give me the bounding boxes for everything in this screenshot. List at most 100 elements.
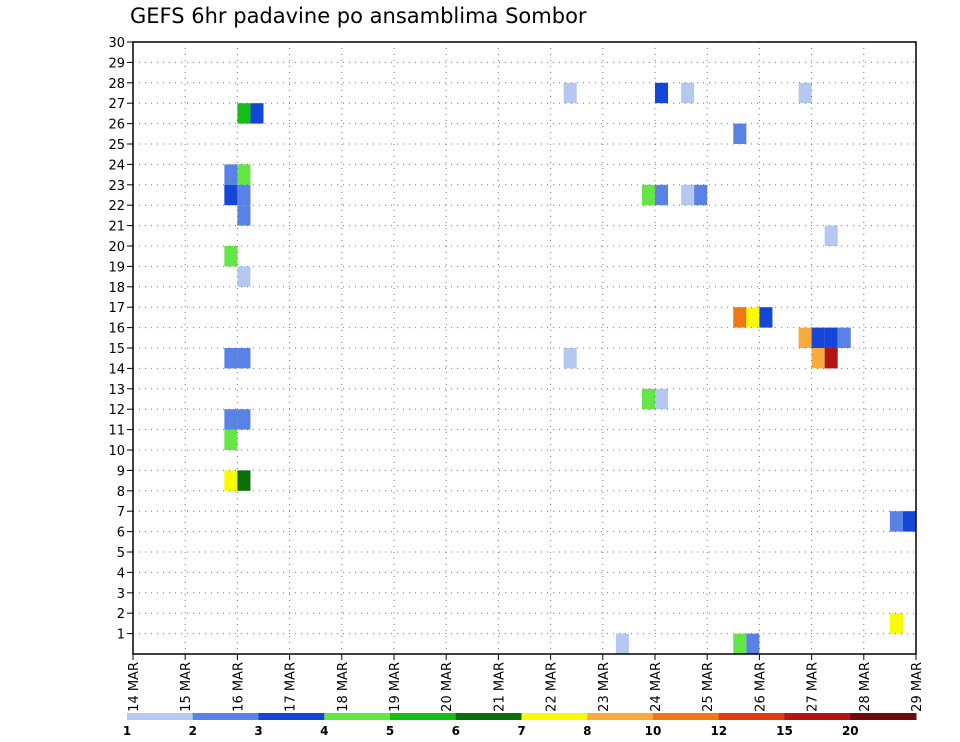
x-tick-label: 28 MAR bbox=[858, 662, 873, 712]
y-tick-label: 30 bbox=[108, 36, 125, 51]
data-cell bbox=[746, 633, 760, 654]
y-tick-label: 14 bbox=[108, 362, 125, 377]
y-tick-label: 28 bbox=[108, 77, 125, 92]
data-cell bbox=[237, 205, 251, 226]
data-cell bbox=[733, 633, 747, 654]
data-cell bbox=[759, 307, 773, 328]
colorbar-swatch bbox=[521, 713, 588, 720]
colorbar-swatch bbox=[192, 713, 259, 720]
data-cell bbox=[798, 327, 812, 348]
y-tick-label: 12 bbox=[108, 403, 125, 418]
colorbar-swatch bbox=[258, 713, 325, 720]
data-cell bbox=[615, 633, 629, 654]
x-tick-label: 18 MAR bbox=[336, 662, 351, 712]
colorbar-label: 12 bbox=[710, 724, 727, 738]
chart-title: GEFS 6hr padavine po ansamblima Sombor bbox=[130, 4, 587, 28]
data-cell bbox=[237, 184, 251, 206]
x-tick-label: 25 MAR bbox=[701, 662, 716, 712]
data-cell bbox=[237, 164, 251, 185]
data-cell bbox=[224, 429, 238, 450]
data-cell bbox=[224, 164, 238, 185]
data-cell bbox=[237, 103, 251, 124]
colorbar-swatch bbox=[653, 713, 720, 720]
data-cell bbox=[224, 470, 238, 491]
ticks-layer bbox=[127, 41, 917, 660]
colorbar-swatch bbox=[850, 713, 917, 720]
y-tick-label: 25 bbox=[108, 138, 125, 153]
y-tick-label: 18 bbox=[108, 281, 125, 296]
x-tick-label: 15 MAR bbox=[179, 662, 194, 712]
data-cell bbox=[237, 470, 251, 491]
y-tick-labels: 1234567891011121314151617181920212223242… bbox=[108, 36, 125, 643]
data-cell bbox=[902, 511, 916, 532]
colorbar-label: 2 bbox=[189, 724, 197, 738]
colorbar-swatch bbox=[718, 713, 785, 720]
x-tick-labels: 14 MAR 15 MAR 16 MAR 17 MAR 18 MAR 19 MAR 20 M… bbox=[127, 662, 925, 712]
data-cell bbox=[889, 613, 903, 634]
x-tick-label: 22 MAR bbox=[545, 662, 560, 712]
colorbar-swatch bbox=[587, 713, 654, 720]
data-cell bbox=[811, 348, 825, 369]
data-cell bbox=[224, 184, 238, 206]
colorbar-label: 3 bbox=[254, 724, 262, 738]
data-cell bbox=[237, 409, 251, 430]
data-cell bbox=[563, 348, 577, 369]
data-cell bbox=[824, 327, 838, 348]
data-cell bbox=[733, 123, 747, 144]
data-cell bbox=[798, 82, 812, 104]
y-tick-label: 22 bbox=[108, 199, 125, 214]
data-cell bbox=[250, 103, 264, 124]
colorbar-label: 1 bbox=[123, 724, 131, 738]
y-tick-label: 16 bbox=[108, 322, 125, 337]
grid-layer bbox=[133, 42, 916, 654]
x-tick-label: 27 MAR bbox=[806, 662, 821, 712]
data-cell bbox=[224, 409, 238, 430]
y-tick-label: 21 bbox=[108, 220, 125, 235]
y-tick-label: 9 bbox=[117, 464, 125, 479]
data-cell bbox=[655, 82, 669, 104]
y-tick-label: 4 bbox=[117, 566, 125, 581]
colorbar-swatch bbox=[784, 713, 851, 720]
y-tick-label: 3 bbox=[117, 587, 125, 602]
y-tick-label: 20 bbox=[108, 240, 125, 255]
x-tick-label: 14 MAR bbox=[127, 662, 142, 712]
x-tick-label: 21 MAR bbox=[492, 662, 507, 712]
y-tick-label: 2 bbox=[117, 607, 125, 622]
data-cell bbox=[655, 388, 669, 410]
y-tick-label: 8 bbox=[117, 485, 125, 500]
colorbar-label: 5 bbox=[386, 724, 394, 738]
y-tick-label: 7 bbox=[117, 505, 125, 520]
colorbar-swatch bbox=[455, 713, 522, 720]
colorbar-label: 10 bbox=[645, 724, 662, 738]
colorbar-label: 6 bbox=[452, 724, 460, 738]
data-cell bbox=[224, 348, 238, 369]
data-cell bbox=[733, 307, 747, 328]
data-cell bbox=[824, 348, 838, 369]
y-tick-label: 1 bbox=[117, 628, 125, 643]
data-cell bbox=[889, 511, 903, 532]
colorbar-swatch bbox=[324, 713, 391, 720]
colorbar: 1 2 3 4 5 6 7 8 10 12 15 20 bbox=[123, 713, 917, 738]
cells-layer bbox=[224, 82, 916, 654]
x-tick-label: 16 MAR bbox=[231, 662, 246, 712]
data-cell bbox=[681, 82, 695, 104]
colorbar-label: 8 bbox=[583, 724, 591, 738]
data-cell bbox=[641, 184, 655, 206]
data-cell bbox=[694, 184, 708, 206]
y-tick-label: 6 bbox=[117, 526, 125, 541]
x-tick-label: 26 MAR bbox=[753, 662, 768, 712]
y-tick-label: 24 bbox=[108, 158, 125, 173]
y-tick-label: 11 bbox=[108, 424, 125, 439]
data-cell bbox=[237, 266, 251, 287]
colorbar-label: 20 bbox=[842, 724, 859, 738]
data-cell bbox=[563, 82, 577, 104]
x-tick-label: 29 MAR bbox=[910, 662, 925, 712]
x-tick-label: 23 MAR bbox=[597, 662, 612, 712]
data-cell bbox=[224, 246, 238, 267]
y-tick-label: 13 bbox=[108, 383, 125, 398]
y-tick-label: 19 bbox=[108, 260, 125, 275]
y-tick-label: 10 bbox=[108, 444, 125, 459]
data-cell bbox=[811, 327, 825, 348]
y-tick-label: 15 bbox=[108, 342, 125, 357]
